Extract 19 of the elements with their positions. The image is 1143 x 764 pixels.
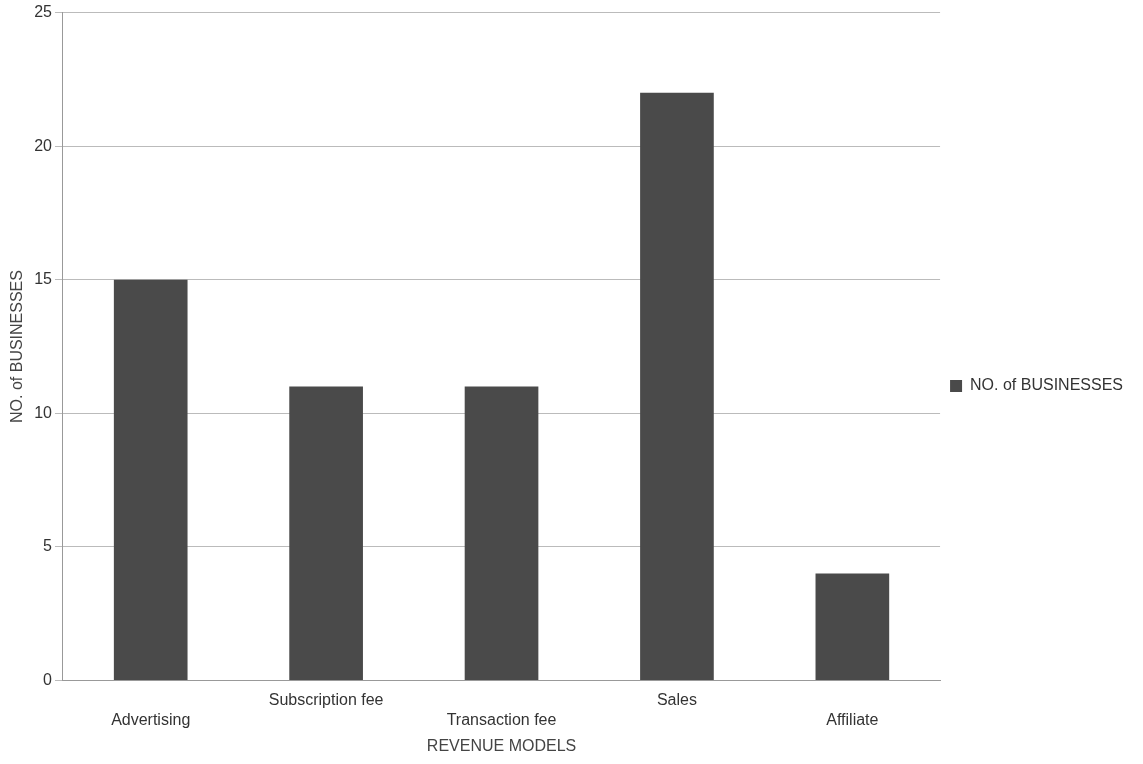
x-tick-label: Subscription fee: [268, 691, 384, 709]
y-tick-label: 5: [43, 537, 53, 555]
x-tick-label: Affiliate: [826, 710, 879, 728]
y-tick-label: 15: [34, 270, 53, 288]
bar: [640, 92, 714, 680]
bar: [464, 386, 539, 680]
legend-label: NO. of BUSINESSES: [970, 376, 1123, 394]
x-tick-label: Sales: [656, 691, 697, 709]
bar: [815, 573, 890, 680]
x-tick-label: Transaction fee: [446, 710, 557, 728]
y-axis-title: NO. of BUSINESSES: [8, 270, 26, 423]
y-tick-label: 25: [34, 3, 53, 21]
y-tick-label: 0: [43, 670, 53, 688]
bar: [113, 279, 188, 680]
bar: [289, 386, 363, 680]
y-tick-label: 20: [34, 136, 53, 154]
x-tick-label: Advertising: [111, 710, 191, 728]
x-axis-title: REVENUE MODELS: [426, 736, 577, 754]
y-tick-label: 10: [34, 403, 53, 421]
